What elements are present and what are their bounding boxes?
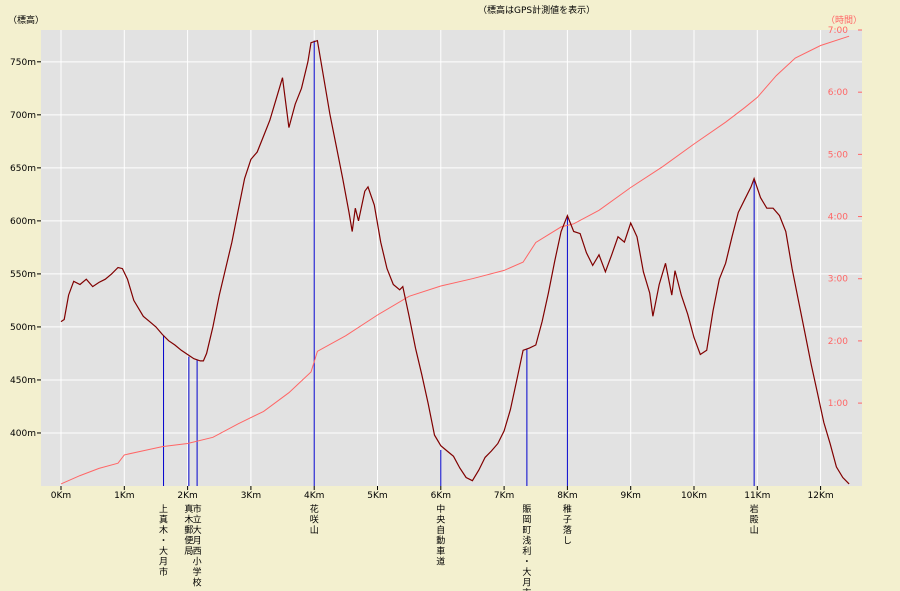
landmark-label-char: 月 (159, 557, 168, 568)
landmark-label-char: 大 (522, 566, 531, 578)
y-left-tick-label: 750m (10, 58, 36, 68)
landmark-label-char: 山 (750, 525, 759, 536)
x-tick-label: 12Km (808, 491, 834, 501)
landmark-label-char: 立 (193, 514, 202, 526)
landmark-label-char: 便 (184, 535, 193, 547)
x-tick-label: 10Km (681, 491, 707, 501)
x-tick-label: 11Km (744, 491, 770, 501)
y-left-tick-label: 600m (10, 217, 36, 227)
chart-title: （標高はGPS計測値を表示） (478, 4, 595, 16)
x-tick-label: 7Km (494, 491, 514, 501)
y-right-tick-label: 3:00 (828, 275, 848, 285)
x-tick-label: 4Km (304, 491, 324, 501)
y-left-tick-label: 400m (10, 429, 36, 439)
right-axis-title: （時間） (826, 15, 862, 26)
x-tick-label: 0Km (51, 491, 71, 501)
landmark-label-char: 上 (159, 504, 168, 515)
x-tick-label: 9Km (620, 491, 640, 501)
y-right-tick-label: 6:00 (828, 88, 848, 98)
landmark-label-char: 殿 (750, 515, 759, 526)
right-axis-ticks: 1:00 2:00 3:00 4:00 5:00 6:00 7:00 (828, 26, 862, 409)
x-tick-label: 6Km (431, 491, 451, 501)
landmark-label-char: 利 (522, 545, 531, 557)
landmark-label-char: ・ (159, 537, 168, 547)
landmark-label: 岩殿山 (750, 503, 759, 536)
y-left-tick-label: 450m (10, 376, 36, 386)
y-left-tick-label: 550m (10, 270, 36, 280)
landmark-label-char: 大 (193, 524, 202, 536)
landmark-label-char: 浅 (522, 535, 531, 547)
time-series-line (60, 35, 850, 485)
y-left-tick-label: 700m (10, 111, 36, 121)
landmark-label-char: 校 (193, 577, 202, 589)
landmark-label-char: 中 (436, 503, 445, 515)
landmark-labels: 上真木・大月市真木郵便局市立大月西小学校花咲山中央自動車道賑岡町浅利・大月市稚子… (159, 503, 759, 591)
landmark-label: 花咲山 (310, 503, 319, 536)
landmark-label-char: 西 (193, 546, 202, 557)
x-tick-label: 8Km (557, 491, 577, 501)
x-axis-ticks: 0Km 1Km 2Km 3Km 4Km 5Km 6Km 7Km 8Km 9Km 10Km 11Km 12… (51, 486, 834, 501)
landmark-label-char: 車 (436, 545, 445, 557)
landmark-label-char: 木 (159, 524, 168, 536)
landmark-label-char: 山 (310, 525, 319, 536)
y-right-tick-label: 1:00 (828, 399, 848, 409)
landmark-label-char: 自 (436, 524, 445, 536)
landmark-label: 上真木・大月市 (159, 504, 168, 578)
x-tick-label: 3Km (241, 491, 261, 501)
y-right-tick-label: 4:00 (828, 213, 848, 223)
grid-lines (41, 30, 862, 486)
landmark-label-char: 稚 (563, 504, 572, 515)
landmark-label-char: 大 (159, 545, 168, 557)
landmark-label-char: 木 (184, 514, 193, 526)
landmark-label-char: し (563, 536, 572, 547)
left-axis-ticks: 400m 450m 500m 550m 600m 650m 700m 750m (10, 58, 41, 439)
landmark-label-char: 局 (184, 546, 193, 557)
landmark-label-char: ・ (522, 558, 531, 568)
y-left-tick-label: 500m (10, 323, 36, 333)
elevation-series-line (60, 39, 850, 485)
left-axis-title: （標高） (8, 14, 44, 26)
x-tick-label: 2Km (177, 491, 197, 501)
landmark-label-char: 岩 (750, 503, 759, 515)
landmark-lines (163, 40, 755, 486)
landmark-label-char: 咲 (310, 514, 319, 526)
y-right-tick-label: 5:00 (828, 150, 848, 160)
y-right-tick-label: 2:00 (828, 337, 848, 347)
y-right-tick-label: 7:00 (828, 26, 848, 36)
landmark-label-char: 央 (436, 514, 445, 526)
landmark-label-char: 子 (563, 515, 572, 526)
landmark-label-char: 学 (193, 566, 202, 578)
landmark-label-char: 月 (522, 578, 531, 589)
landmark-label-char: 賑 (522, 504, 531, 515)
x-tick-label: 1Km (114, 491, 134, 501)
x-tick-label: 5Km (367, 491, 387, 501)
landmark-label-char: 市 (193, 503, 202, 515)
landmark-label-char: 小 (193, 557, 202, 568)
landmark-label-char: 市 (159, 566, 168, 578)
landmark-label-char: 道 (436, 556, 445, 568)
landmark-label-char: 真 (159, 514, 168, 526)
landmark-label-char: 町 (522, 526, 531, 536)
landmark-label-char: 動 (436, 536, 445, 547)
landmark-label-char: 月 (193, 536, 202, 547)
y-left-tick-label: 650m (10, 164, 36, 174)
landmark-label-char: 落 (563, 524, 572, 536)
landmark-label-char: 市 (522, 587, 531, 591)
landmark-label-char: 真 (184, 503, 193, 515)
landmark-label-char: 郵 (184, 524, 193, 536)
plot-area (41, 30, 862, 486)
landmark-label-char: 岡 (522, 515, 531, 526)
landmark-label-char: 花 (310, 503, 319, 515)
